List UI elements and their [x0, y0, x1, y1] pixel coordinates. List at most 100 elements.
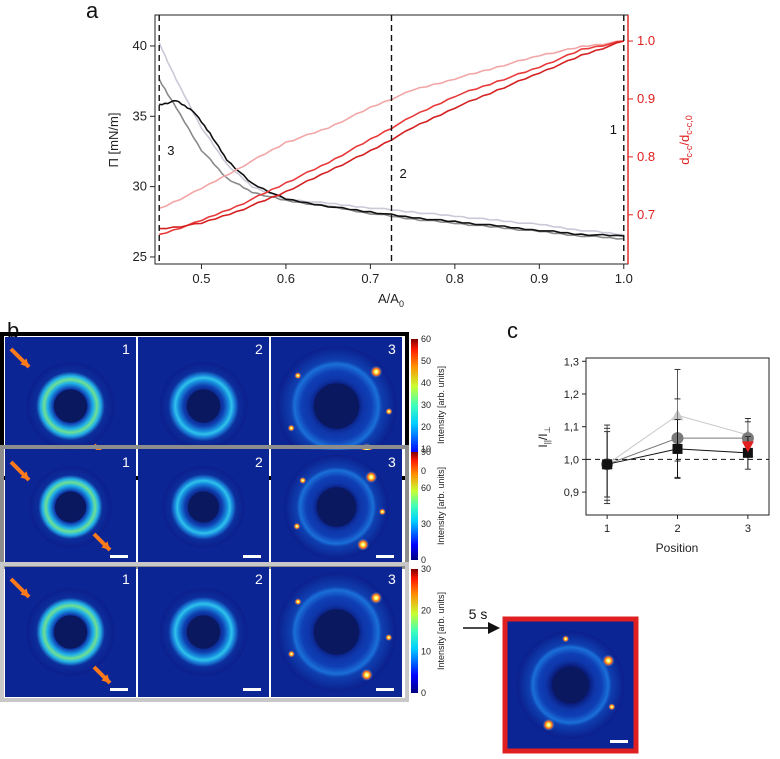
image-position-label: 2 — [255, 454, 263, 470]
ring-core — [316, 487, 357, 527]
micrograph-image-2-1: 1 — [5, 450, 136, 564]
colorbar-tick: 10 — [421, 647, 431, 657]
hotspot — [294, 598, 302, 606]
arrowhead-icon — [20, 358, 29, 367]
colorbar-tick: 90 — [421, 447, 431, 457]
ytick-right-label: 0.7 — [637, 207, 655, 222]
ytick-left-label: 35 — [133, 108, 147, 123]
series-pressure-black — [159, 100, 624, 237]
image-position-label: 1 — [122, 571, 130, 587]
image-position-label: 1 — [122, 341, 130, 357]
micrograph-image-2-2: 2 — [138, 450, 269, 564]
ytick-left-label: 30 — [133, 179, 147, 194]
arrowhead-icon — [20, 588, 29, 597]
colorbar — [411, 452, 418, 560]
chart-a-xlabel: A/A0 — [378, 291, 404, 309]
colorbar-tick: 30 — [421, 400, 431, 410]
chart-c-ylabel: I||/I⊥ — [536, 426, 552, 447]
marker-label-3: 3 — [167, 143, 174, 158]
image-position-label: 3 — [388, 454, 396, 470]
colorbar-tick: 40 — [421, 378, 431, 388]
hotspot — [370, 591, 383, 604]
ytick-label: 1,2 — [564, 389, 579, 401]
image-position-label: 2 — [255, 571, 263, 587]
colorbar-tick: 0 — [421, 688, 426, 698]
panel-label-a: a — [86, 0, 99, 23]
arrowhead-icon — [20, 471, 29, 480]
time-label: 5 s — [469, 606, 488, 622]
data-point-square — [672, 443, 683, 454]
ytick-left-label: 40 — [133, 38, 147, 53]
ring-core — [186, 389, 221, 423]
ring-core — [552, 666, 589, 704]
xtick-label: 0.5 — [192, 271, 210, 286]
series-pressure-light — [158, 42, 624, 236]
scale-bar — [243, 688, 261, 691]
scale-bar — [110, 688, 128, 691]
colorbar-tick: 20 — [421, 422, 431, 432]
ytick-left-label: 25 — [133, 249, 147, 264]
scale-bar — [376, 555, 394, 558]
panel-label-c: c — [507, 318, 518, 343]
hotspot — [299, 476, 307, 484]
colorbar-tick: 30 — [421, 519, 431, 529]
colorbar-tick: 60 — [421, 334, 431, 344]
scale-bar — [110, 555, 128, 558]
chart-a-right-ticks-group: 0.7 0.8 0.9 1.0 — [628, 33, 655, 222]
micrograph-image-3-2: 2 — [138, 567, 269, 697]
xtick-label: 1 — [604, 523, 610, 535]
colorbar-label: Intensity [arb. units] — [436, 467, 446, 545]
image-position-label: 2 — [255, 341, 263, 357]
scale-bar — [243, 555, 261, 558]
image-position-label: 1 — [122, 454, 130, 470]
arrowhead-icon — [101, 541, 110, 550]
xtick-label: 0.7 — [361, 271, 379, 286]
micrograph-image-3-1: 1 — [5, 567, 136, 697]
ring-core — [54, 491, 87, 523]
ring-core — [187, 491, 220, 523]
chart-c-series-group — [601, 368, 754, 505]
xtick-label: 0.9 — [530, 271, 548, 286]
panel-label-b: b — [7, 318, 19, 343]
hotspot — [357, 538, 370, 551]
colorbar-tick: 20 — [421, 605, 431, 615]
hotspot — [360, 668, 373, 681]
colorbar — [411, 569, 418, 693]
colorbar-label: Intensity [arb. units] — [436, 592, 446, 670]
hotspot — [378, 508, 386, 516]
chart-a-series-group — [158, 40, 624, 240]
ytick-label: 1,1 — [564, 422, 579, 434]
ring-core — [53, 615, 88, 649]
hotspot — [385, 634, 393, 642]
colorbar-tick: 0 — [421, 555, 426, 565]
hotspot — [287, 650, 295, 658]
micrograph-image-3-3: 3 — [271, 567, 402, 697]
colorbar-label: Intensity [arb. units] — [436, 366, 446, 444]
micrograph-image-2-3: 3 — [271, 450, 402, 564]
chart-c-yticks-group: 0,9 1,0 1,1 1,2 1,3 — [564, 356, 586, 499]
micrograph-after-5s — [502, 616, 639, 754]
hotspot — [608, 703, 616, 711]
image-position-label: 3 — [388, 341, 396, 357]
ytick-label: 0,9 — [564, 487, 579, 499]
colorbar-tick: 0 — [421, 466, 426, 476]
xtick-label: 0.6 — [277, 271, 295, 286]
colorbar — [411, 339, 418, 471]
hotspot — [294, 372, 302, 380]
marker-label-2: 2 — [400, 166, 407, 181]
hotspot — [602, 654, 615, 667]
row-border — [0, 562, 409, 702]
ytick-right-label: 0.9 — [637, 91, 655, 106]
chart-c-xticks-group: 1 2 3 — [604, 515, 751, 535]
hotspot — [370, 365, 383, 378]
chart-a-ylabel-left: Π [mN/m] — [106, 113, 121, 168]
ring-core — [186, 615, 221, 649]
image-position-label: 3 — [388, 571, 396, 587]
colorbar-tick: 10 — [421, 444, 431, 454]
chart-a-left-ticks-group: 25 30 35 40 — [133, 38, 155, 264]
chart-a-ylabel-right: dc-c/dc-c,0 — [677, 115, 694, 165]
